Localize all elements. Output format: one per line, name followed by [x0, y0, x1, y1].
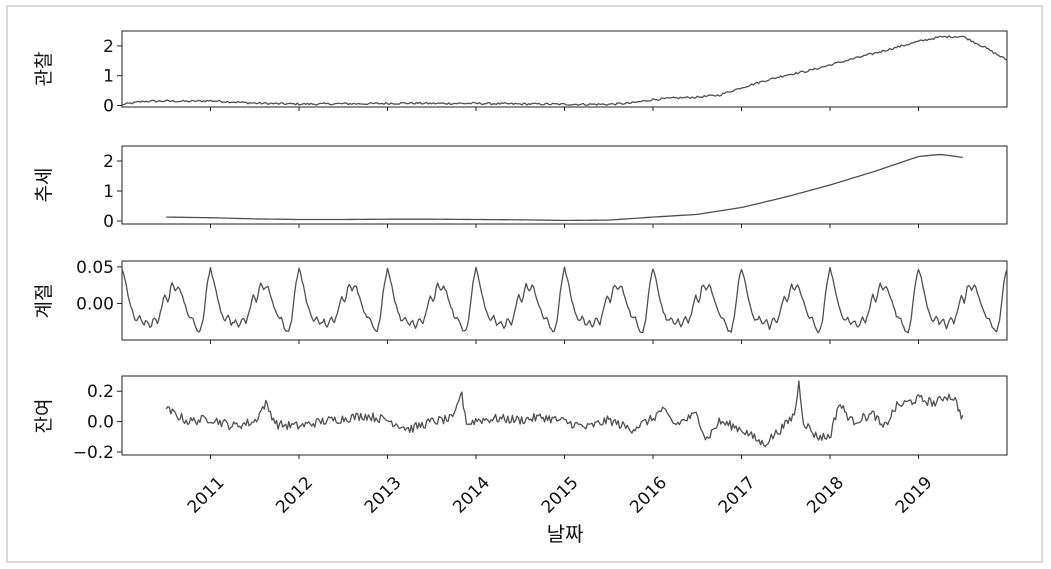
y-tick-label-4-1: 0.2 — [87, 382, 114, 402]
series-line-3 — [121, 266, 1008, 334]
y-axis-label-3: 계절 — [33, 284, 55, 319]
y-axis-label-2: 추세 — [33, 168, 55, 203]
y-tick-label-3-1: 0.05 — [76, 258, 114, 278]
series-line-4 — [165, 380, 964, 448]
y-tick-label-1-1: 0 — [103, 97, 114, 117]
series-line-2 — [166, 153, 963, 222]
y-axis-label-4: 잔여 — [33, 399, 55, 434]
y-axis-label-1: 관찰 — [33, 52, 55, 87]
series-line-1 — [121, 35, 1008, 106]
y-tick-label-4-2: 0.0 — [87, 413, 114, 433]
y-tick-label-2-3: 2 — [103, 152, 114, 172]
y-tick-label-2-1: 0 — [103, 212, 114, 232]
figure-frame — [6, 5, 1043, 563]
y-tick-label-1-2: 1 — [103, 67, 114, 87]
y-tick-label-2-2: 1 — [103, 182, 114, 202]
y-tick-label-3-2: 0.00 — [76, 294, 114, 314]
y-tick-label-4-3: −0.2 — [73, 443, 114, 463]
x-axis-label: 날짜 — [547, 522, 584, 546]
y-tick-label-1-3: 2 — [103, 37, 114, 57]
